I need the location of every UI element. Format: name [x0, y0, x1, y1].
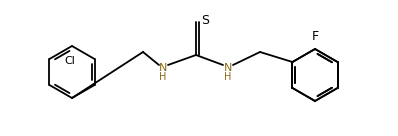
Text: N: N: [224, 63, 232, 73]
Text: F: F: [312, 30, 318, 43]
Text: N: N: [159, 63, 167, 73]
Text: Cl: Cl: [64, 56, 75, 66]
Text: H: H: [159, 72, 167, 82]
Text: S: S: [201, 13, 209, 27]
Text: H: H: [224, 72, 232, 82]
